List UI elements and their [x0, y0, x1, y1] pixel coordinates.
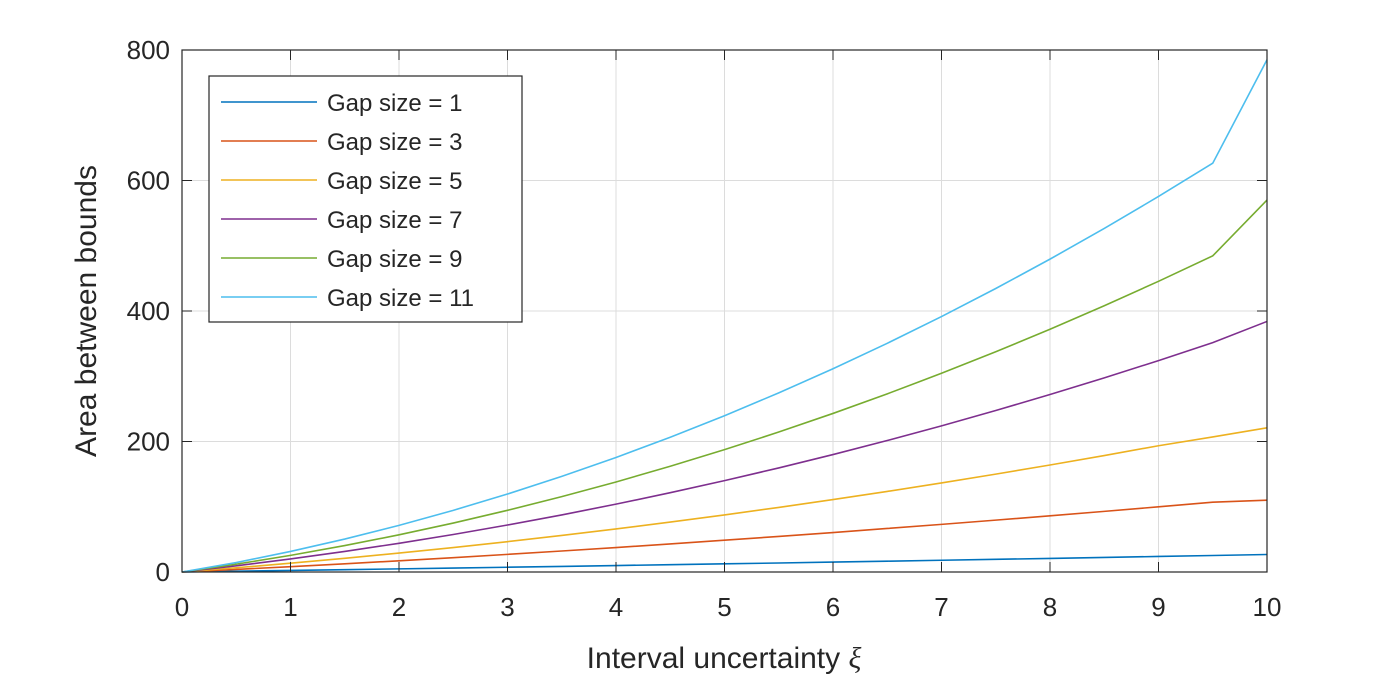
legend-label-6: Gap size = 11	[327, 285, 474, 312]
x-axis-label: Interval uncertainty ξ	[587, 642, 862, 675]
y-tick-label: 600	[127, 166, 170, 196]
y-tick-label: 400	[127, 296, 170, 326]
y-tick-label: 0	[156, 557, 170, 587]
series-line-3	[181, 427, 1268, 573]
series-line-4	[181, 320, 1268, 573]
x-tick-label: 10	[1253, 592, 1282, 622]
x-axis-label-symbol: ξ	[848, 642, 861, 675]
series-line-5	[181, 199, 1268, 573]
series-line-2	[181, 499, 1268, 573]
legend: Gap size = 1 Gap size = 3 Gap size = 5 Gap …	[208, 75, 523, 323]
legend-label-3: Gap size = 5	[327, 168, 462, 195]
x-tick-label: 9	[1151, 592, 1165, 622]
legend-label-5: Gap size = 9	[327, 246, 462, 273]
x-tick-label: 7	[934, 592, 948, 622]
axes: 0 1 2 3 4 5 6 7 8 9 10 0 200 400 600 800	[127, 35, 1282, 622]
y-tick-label: 800	[127, 35, 170, 65]
legend-box	[208, 75, 523, 323]
x-tick-label: 8	[1043, 592, 1057, 622]
legend-label-2: Gap size = 3	[327, 129, 462, 156]
x-tick-label: 5	[717, 592, 731, 622]
x-tick-label: 0	[175, 592, 189, 622]
x-tick-label: 2	[392, 592, 406, 622]
x-axis-label-text: Interval uncertainty	[587, 642, 849, 675]
y-axis-label: Area between bounds	[70, 165, 103, 457]
x-tick-label: 1	[283, 592, 297, 622]
x-tick-label: 4	[609, 592, 623, 622]
legend-label-1: Gap size = 1	[327, 90, 462, 117]
legend-label-4: Gap size = 7	[327, 207, 462, 234]
x-tick-label: 3	[500, 592, 514, 622]
y-tick-label: 200	[127, 427, 170, 457]
x-tick-label: 6	[826, 592, 840, 622]
series-line-6	[181, 59, 1268, 573]
